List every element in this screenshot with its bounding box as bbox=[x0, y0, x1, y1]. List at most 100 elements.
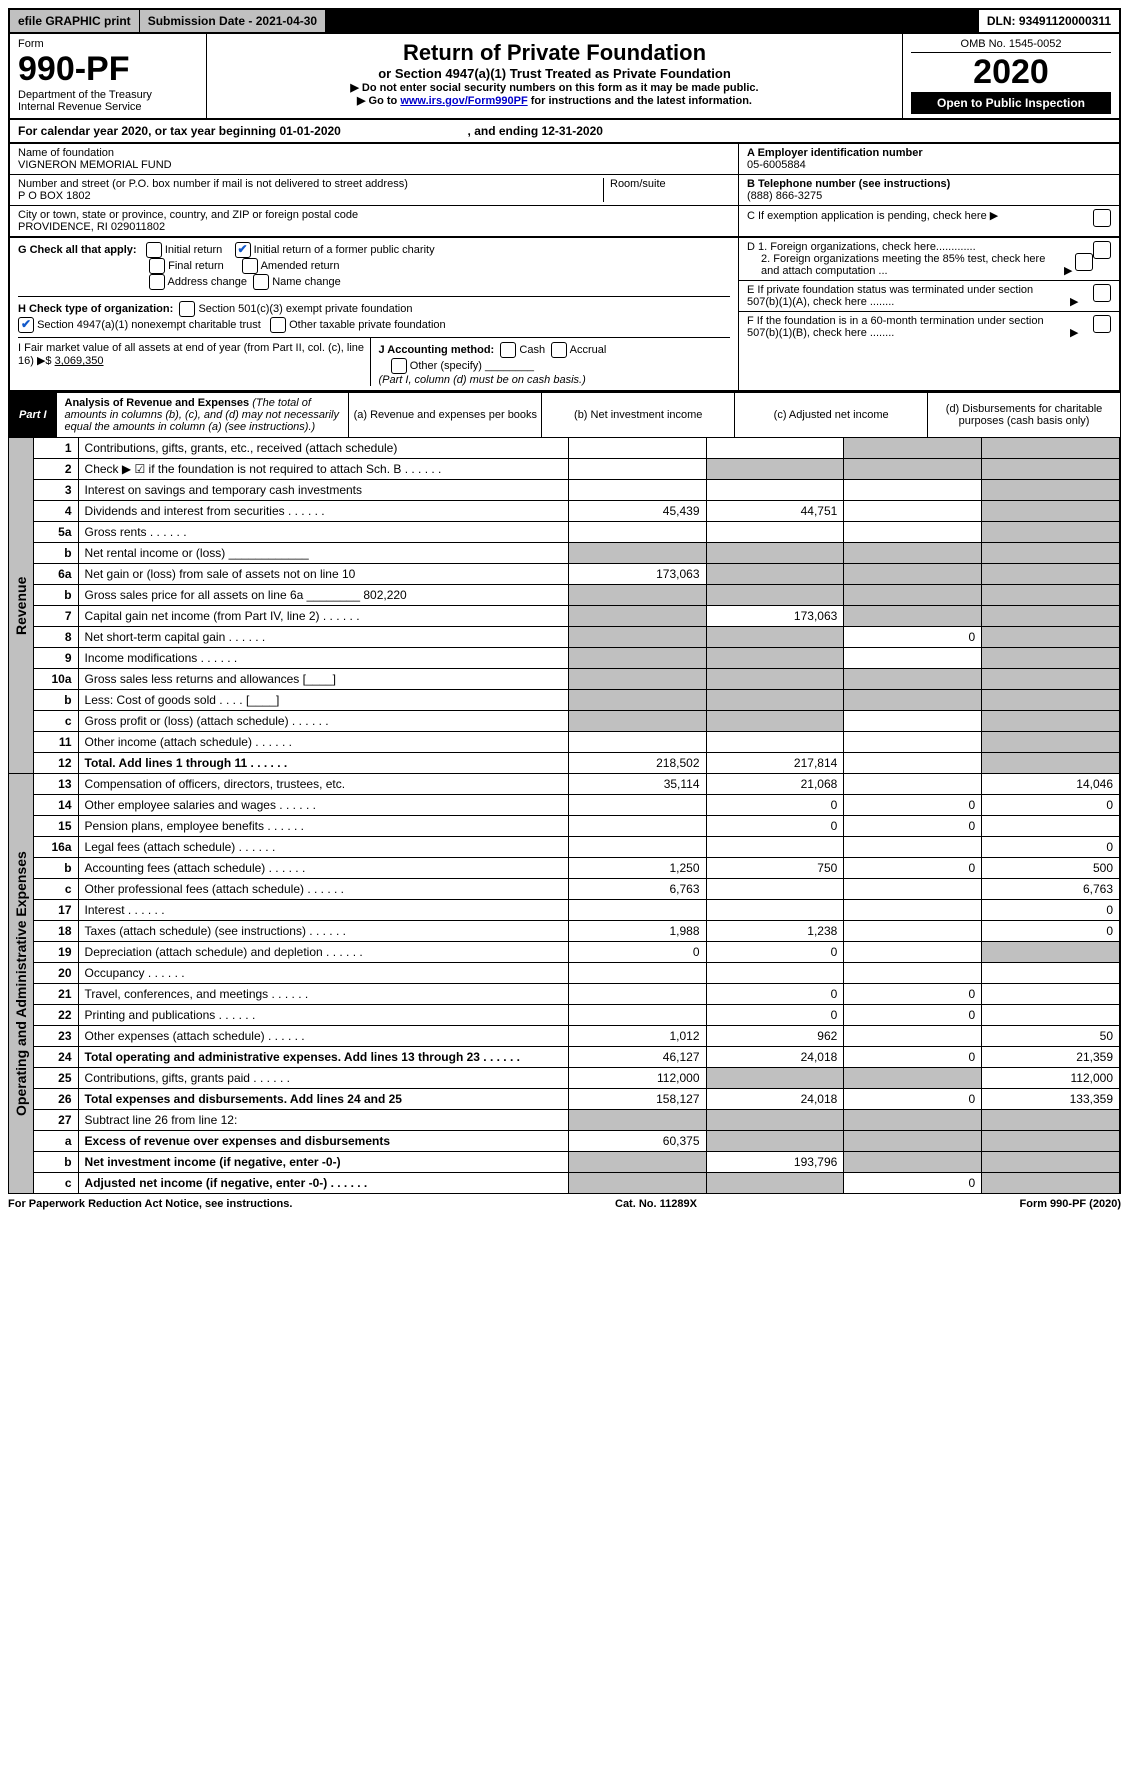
checkbox-c[interactable] bbox=[1093, 209, 1111, 227]
part1-title: Analysis of Revenue and Expenses bbox=[65, 397, 250, 409]
address-label: Number and street (or P.O. box number if… bbox=[18, 178, 603, 190]
table-row: 1Contributions, gifts, grants, etc., rec… bbox=[34, 438, 1120, 459]
form-subtitle: or Section 4947(a)(1) Trust Treated as P… bbox=[213, 66, 896, 81]
entity-section: Name of foundation VIGNERON MEMORIAL FUN… bbox=[8, 144, 1121, 238]
checkbox-name[interactable] bbox=[253, 274, 269, 290]
open-to-public: Open to Public Inspection bbox=[911, 92, 1111, 114]
checkbox-amended[interactable] bbox=[242, 258, 258, 274]
table-row: 11Other income (attach schedule) . . . .… bbox=[34, 732, 1120, 753]
revenue-side-label: Revenue bbox=[9, 438, 34, 773]
foundation-name-label: Name of foundation bbox=[18, 147, 730, 159]
section-h: H Check type of organization: Section 50… bbox=[18, 296, 730, 333]
part1-label: Part I bbox=[9, 393, 57, 437]
checkbox-other-tax[interactable] bbox=[270, 317, 286, 333]
room-label: Room/suite bbox=[610, 178, 730, 190]
top-bar: efile GRAPHIC print Submission Date - 20… bbox=[8, 8, 1121, 34]
form-header: Form 990-PF Department of the Treasury I… bbox=[8, 34, 1121, 120]
efile-label[interactable]: efile GRAPHIC print bbox=[10, 10, 140, 32]
irs-link[interactable]: www.irs.gov/Form990PF bbox=[400, 95, 527, 107]
checkbox-other-method[interactable] bbox=[391, 358, 407, 374]
checkbox-e[interactable] bbox=[1093, 284, 1111, 302]
table-row: 17Interest . . . . . .0 bbox=[34, 900, 1120, 921]
footer-center: Cat. No. 11289X bbox=[615, 1198, 697, 1210]
tel-label: B Telephone number (see instructions) bbox=[747, 178, 950, 190]
table-row: 10aGross sales less returns and allowanc… bbox=[34, 669, 1120, 690]
section-d1: D 1. Foreign organizations, check here..… bbox=[747, 241, 976, 253]
checkbox-cash[interactable] bbox=[500, 342, 516, 358]
section-f: F If the foundation is in a 60-month ter… bbox=[747, 315, 1067, 339]
section-d2: 2. Foreign organizations meeting the 85%… bbox=[747, 253, 1061, 277]
table-row: aExcess of revenue over expenses and dis… bbox=[34, 1131, 1120, 1152]
city: PROVIDENCE, RI 029011802 bbox=[18, 221, 730, 233]
table-row: cOther professional fees (attach schedul… bbox=[34, 879, 1120, 900]
dln: DLN: 93491120000311 bbox=[979, 10, 1119, 32]
checkbox-address[interactable] bbox=[149, 274, 165, 290]
form-number: 990-PF bbox=[18, 50, 198, 89]
table-row: 4Dividends and interest from securities … bbox=[34, 501, 1120, 522]
table-row: cGross profit or (loss) (attach schedule… bbox=[34, 711, 1120, 732]
table-row: 20Occupancy . . . . . . bbox=[34, 963, 1120, 984]
ein-label: A Employer identification number bbox=[747, 147, 923, 159]
table-row: 15Pension plans, employee benefits . . .… bbox=[34, 816, 1120, 837]
expenses-side-label: Operating and Administrative Expenses bbox=[9, 774, 34, 1193]
irs-label: Internal Revenue Service bbox=[18, 101, 198, 113]
table-row: 25Contributions, gifts, grants paid . . … bbox=[34, 1068, 1120, 1089]
section-e: E If private foundation status was termi… bbox=[747, 284, 1067, 308]
omb-number: OMB No. 1545-0052 bbox=[911, 38, 1111, 53]
table-row: 16aLegal fees (attach schedule) . . . . … bbox=[34, 837, 1120, 858]
table-row: 5aGross rents . . . . . . bbox=[34, 522, 1120, 543]
submission-date: Submission Date - 2021-04-30 bbox=[140, 10, 326, 32]
table-row: 6aNet gain or (loss) from sale of assets… bbox=[34, 564, 1120, 585]
table-row: 21Travel, conferences, and meetings . . … bbox=[34, 984, 1120, 1005]
section-j: J Accounting method: Cash Accrual Other … bbox=[370, 338, 731, 386]
form-label: Form bbox=[18, 38, 198, 50]
table-row: 19Depreciation (attach schedule) and dep… bbox=[34, 942, 1120, 963]
col-a-header: (a) Revenue and expenses per books bbox=[348, 393, 541, 437]
table-row: 14Other employee salaries and wages . . … bbox=[34, 795, 1120, 816]
checkbox-d2[interactable] bbox=[1075, 253, 1093, 271]
table-row: 3Interest on savings and temporary cash … bbox=[34, 480, 1120, 501]
table-row: 12Total. Add lines 1 through 11 . . . . … bbox=[34, 753, 1120, 774]
table-row: cAdjusted net income (if negative, enter… bbox=[34, 1173, 1120, 1194]
calendar-year-row: For calendar year 2020, or tax year begi… bbox=[8, 120, 1121, 144]
dept-label: Department of the Treasury bbox=[18, 89, 198, 101]
table-row: 22Printing and publications . . . . . .0… bbox=[34, 1005, 1120, 1026]
table-row: bGross sales price for all assets on lin… bbox=[34, 585, 1120, 606]
table-row: bAccounting fees (attach schedule) . . .… bbox=[34, 858, 1120, 879]
checkbox-initial[interactable] bbox=[146, 242, 162, 258]
section-c: C If exemption application is pending, c… bbox=[747, 210, 998, 222]
checkbox-4947[interactable] bbox=[18, 317, 34, 333]
table-row: 13Compensation of officers, directors, t… bbox=[34, 774, 1120, 795]
col-b-header: (b) Net investment income bbox=[541, 393, 734, 437]
part1-header: Part I Analysis of Revenue and Expenses … bbox=[8, 392, 1121, 438]
table-row: 24Total operating and administrative exp… bbox=[34, 1047, 1120, 1068]
checkbox-d1[interactable] bbox=[1093, 241, 1111, 259]
checkbox-final[interactable] bbox=[149, 258, 165, 274]
table-row: bNet rental income or (loss) ___________… bbox=[34, 543, 1120, 564]
expenses-table: Operating and Administrative Expenses 13… bbox=[8, 774, 1121, 1194]
table-row: 9Income modifications . . . . . . bbox=[34, 648, 1120, 669]
address: P O BOX 1802 bbox=[18, 190, 603, 202]
footer-right: Form 990-PF (2020) bbox=[1020, 1198, 1121, 1210]
checkbox-accrual[interactable] bbox=[551, 342, 567, 358]
revenue-table: Revenue 1Contributions, gifts, grants, e… bbox=[8, 438, 1121, 774]
foundation-name: VIGNERON MEMORIAL FUND bbox=[18, 159, 730, 171]
form-instr2: ▶ Go to www.irs.gov/Form990PF for instru… bbox=[213, 94, 896, 107]
table-row: 8Net short-term capital gain . . . . . .… bbox=[34, 627, 1120, 648]
telephone: (888) 866-3275 bbox=[747, 190, 822, 202]
col-d-header: (d) Disbursements for charitable purpose… bbox=[927, 393, 1120, 437]
table-row: 7Capital gain net income (from Part IV, … bbox=[34, 606, 1120, 627]
checkbox-501c3[interactable] bbox=[179, 301, 195, 317]
checkbox-f[interactable] bbox=[1093, 315, 1111, 333]
checkbox-initial-former[interactable] bbox=[235, 242, 251, 258]
city-label: City or town, state or province, country… bbox=[18, 209, 730, 221]
table-row: bNet investment income (if negative, ent… bbox=[34, 1152, 1120, 1173]
form-instr1: ▶ Do not enter social security numbers o… bbox=[213, 81, 896, 94]
fmv-value: 3,069,350 bbox=[55, 355, 104, 367]
footer-left: For Paperwork Reduction Act Notice, see … bbox=[8, 1198, 292, 1210]
form-title: Return of Private Foundation bbox=[213, 40, 896, 66]
page-footer: For Paperwork Reduction Act Notice, see … bbox=[8, 1194, 1121, 1214]
table-row: 27Subtract line 26 from line 12: bbox=[34, 1110, 1120, 1131]
ein: 05-6005884 bbox=[747, 159, 806, 171]
table-row: 23Other expenses (attach schedule) . . .… bbox=[34, 1026, 1120, 1047]
